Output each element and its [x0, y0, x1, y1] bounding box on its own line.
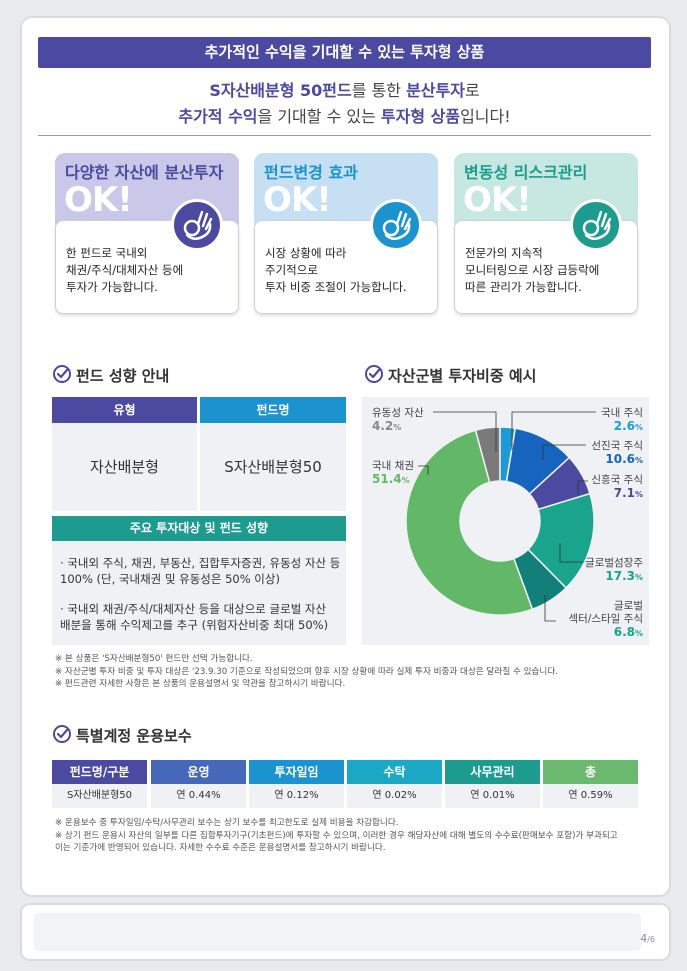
headline-text: 를 통한 — [351, 81, 407, 100]
footer-inner — [34, 913, 641, 951]
slice-name: 글로벌섬장주 — [585, 557, 643, 569]
slice-value: 6.8% — [613, 625, 643, 639]
table-cell: 자산배분형 — [52, 423, 197, 511]
feature-card-diversify: 다양한 자산에 분산투자 OK! — [55, 153, 239, 233]
card-description: 한 펀드로 국내외 채권/주식/대체자산 등에 투자가 가능합니다. — [55, 220, 239, 314]
headline-hl: 분산투자 — [406, 81, 465, 100]
chart-title: 자산군별 투자비중 예시 — [388, 367, 537, 385]
slice-value: 2.6% — [613, 419, 643, 433]
slice-label: 글로벌섬장주 17.3% — [585, 557, 643, 584]
card-text: 시장 상황에 따라 주기적으로 투자 비중 조절이 가능합니다. — [265, 246, 407, 294]
ok-hand-icon — [370, 199, 422, 251]
slice-name: 국내 채권 — [372, 460, 414, 472]
card-ok: OK! — [263, 180, 332, 220]
card-text: 전문가의 지속적 모니터링으로 시장 급등락에 따른 관리가 가능합니다. — [465, 246, 600, 294]
fee-header: 운영 — [151, 760, 246, 784]
section-heading-text: 특별계정 운용보수 — [76, 727, 192, 745]
fee-header: 투자일임 — [249, 760, 344, 784]
banner-title: 추가적인 수익을 기대할 수 있는 투자형 상품 — [38, 37, 651, 68]
footer-bar: 4/6 — [20, 903, 671, 961]
divider — [38, 135, 651, 136]
card-title: 다양한 자산에 분산투자 — [65, 163, 224, 182]
headline-hl: S자산배분형 50펀드 — [209, 81, 352, 100]
notes-fund: ※ 본 상품은 'S자산배분형50' 펀드만 선택 가능합니다. ※ 자산군별 … — [55, 654, 558, 689]
table-subheader: 주요 투자대상 및 펀드 성향 — [52, 516, 346, 541]
slice-name: 글로벌 섹터/스타일 주식 — [568, 600, 644, 625]
fee-cell: 연 0.12% — [249, 784, 344, 808]
card-title: 변동성 리스크관리 — [464, 163, 588, 182]
card-text: 한 펀드로 국내외 채권/주식/대체자산 등에 투자가 가능합니다. — [66, 246, 184, 294]
slice-name: 선진국 주식 — [591, 440, 643, 452]
headline: S자산배분형 50펀드를 통한 분산투자로 추가적 수익을 기대할 수 있는 투… — [38, 78, 651, 130]
fee-cell: 연 0.02% — [347, 784, 442, 808]
table-header: 유형 — [52, 397, 197, 423]
card-ok: OK! — [64, 180, 133, 220]
section-heading-fund: 펀드 성향 안내 — [52, 364, 169, 386]
fee-header: 수탁 — [347, 760, 442, 784]
fee-cell: S자산배분형50 — [52, 784, 147, 808]
fee-header: 사무관리 — [445, 760, 540, 784]
bullet-text: · 국내외 채권/주식/대체자산 등을 대상으로 글로벌 자산 배분을 통해 수… — [60, 602, 329, 632]
slice-label: 글로벌 섹터/스타일 주식 6.8% — [569, 600, 644, 640]
slice-name: 국내 주식 — [601, 407, 643, 419]
headline-text: 로 — [464, 81, 480, 100]
card-title: 펀드변경 효과 — [264, 163, 358, 182]
fee-cell: 연 0.44% — [151, 784, 246, 808]
fee-header: 펀드명/구분 — [52, 760, 147, 784]
slice-label: 유동성 자산 4.2% — [372, 407, 424, 434]
fee-header: 총 — [543, 760, 638, 784]
check-circle-icon — [53, 725, 71, 743]
table-cell: S자산배분형50 — [200, 423, 346, 511]
headline-text: 을 기대할 수 있는 — [257, 107, 381, 126]
fee-cell: 연 0.59% — [543, 784, 638, 808]
check-circle-icon — [53, 365, 71, 383]
investment-targets: · 국내외 주식, 채권, 부동산, 집합투자증권, 유동성 자산 등 100%… — [52, 541, 346, 645]
section-heading-text: 펀드 성향 안내 — [76, 367, 170, 385]
notes-fee: ※ 운용보수 중 투자일임/수탁/사무관리 보수는 상기 보수를 최고한도로 실… — [55, 818, 618, 853]
slice-value: 10.6% — [605, 452, 643, 466]
slice-label: 국내 주식 2.6% — [601, 407, 643, 434]
headline-hl: 추가적 수익 — [178, 107, 258, 126]
slice-value: 17.3% — [605, 569, 643, 583]
ok-hand-icon — [171, 199, 223, 251]
slice-label: 선진국 주식 10.6% — [591, 440, 643, 467]
slice-label: 국내 채권 51.4% — [372, 460, 414, 487]
slice-value: 51.4% — [372, 472, 410, 486]
section-heading-allocation: 자산군별 투자비중 예시 — [364, 364, 536, 386]
slice-label: 신흥국 주식 7.1% — [591, 474, 643, 501]
headline-hl: 투자형 상품 — [380, 107, 461, 126]
fee-cell: 연 0.01% — [445, 784, 540, 808]
slice-name: 유동성 자산 — [372, 407, 424, 419]
card-ok: OK! — [463, 180, 532, 220]
slice-value: 4.2% — [372, 419, 402, 433]
table-header: 펀드명 — [200, 397, 346, 423]
check-circle-icon — [365, 365, 383, 383]
page-number: 4/6 — [640, 932, 655, 945]
bullet-text: · 국내외 주식, 채권, 부동산, 집합투자증권, 유동성 자산 등 100%… — [60, 556, 341, 586]
ok-hand-icon — [570, 199, 622, 251]
section-heading-fee: 특별계정 운용보수 — [52, 724, 192, 746]
headline-text: 입니다! — [460, 107, 511, 126]
slice-value: 7.1% — [613, 486, 643, 500]
slice-name: 신흥국 주식 — [591, 474, 643, 486]
